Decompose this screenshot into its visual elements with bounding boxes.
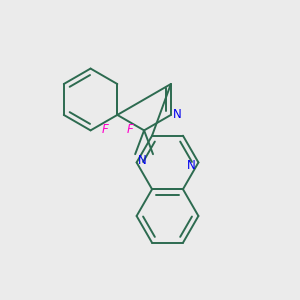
Text: F: F [101, 123, 108, 136]
Text: N: N [138, 154, 147, 167]
Text: F: F [126, 123, 133, 136]
Text: N: N [187, 159, 195, 172]
Text: N: N [173, 108, 182, 122]
